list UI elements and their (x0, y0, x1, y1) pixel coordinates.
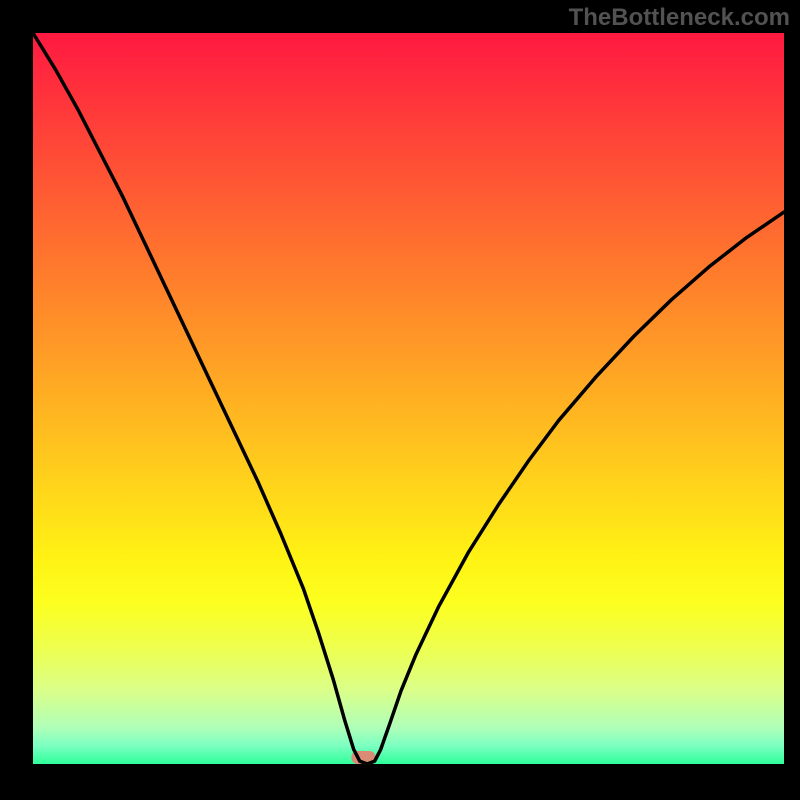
bottleneck-chart (0, 0, 800, 800)
watermark-text: TheBottleneck.com (569, 4, 790, 32)
frame-border (0, 764, 800, 800)
frame-border (784, 0, 800, 800)
chart-stage: TheBottleneck.com (0, 0, 800, 800)
plot-background (33, 33, 784, 764)
frame-border (0, 0, 33, 800)
